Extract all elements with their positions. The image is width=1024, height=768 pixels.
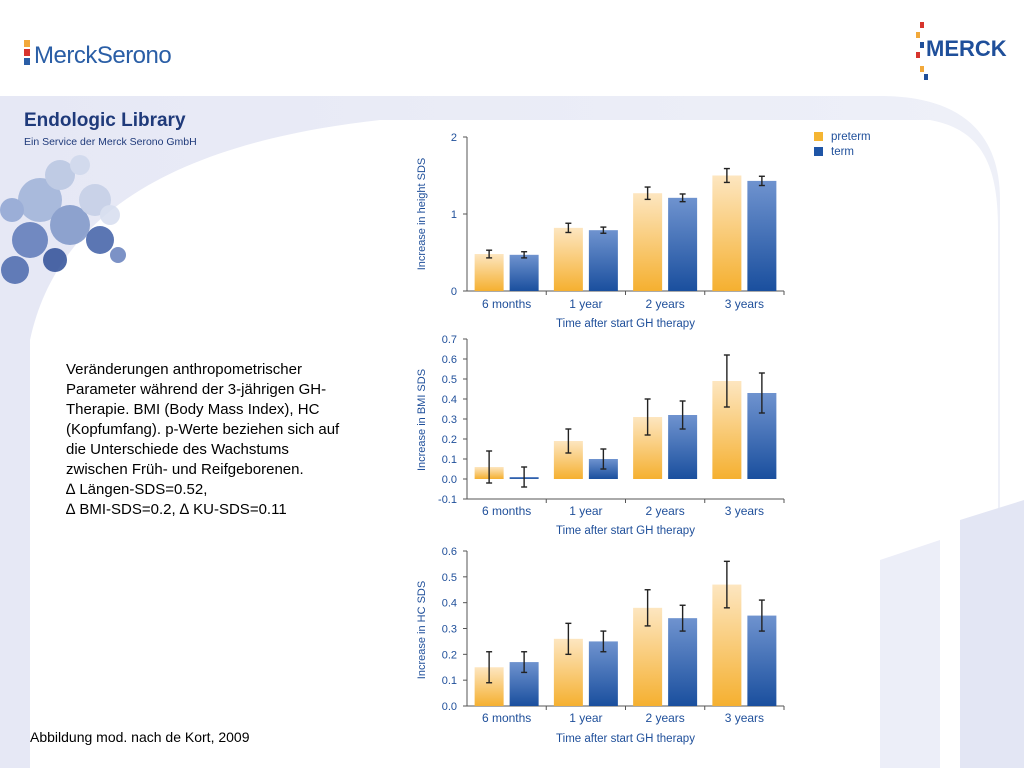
library-subtitle: Ein Service der Merck Serono GmbH [24,136,197,148]
bar-term [668,197,698,291]
y-tick-label: -0.1 [438,494,457,506]
description-line: Veränderungen anthropometrischer [66,361,302,378]
x-tick-label: 1 year [569,297,602,311]
y-tick-label: 0.3 [442,624,457,636]
bar-term [668,618,698,706]
bar-preterm [553,227,583,291]
y-tick-label: 0.5 [442,572,457,584]
legend-swatch-preterm [814,132,823,141]
y-tick-label: 0.0 [442,474,457,486]
x-tick-label: 6 months [482,297,531,311]
legend-label-term: term [831,145,854,158]
library-title: Endologic Library [24,110,186,131]
x-tick-label: 1 year [569,711,602,725]
x-tick-label: 3 years [725,297,764,311]
x-tick-label: 2 years [645,504,684,518]
bar-preterm [633,193,663,291]
legend-item-term: term [814,144,871,159]
description-line: Parameter während der 3-jährigen GH- [66,381,327,398]
chart-legend: preterm term [814,129,871,159]
bar-preterm [712,175,742,291]
y-axis-label: Increase in BMI SDS [416,369,428,471]
y-tick-label: 0.1 [442,454,457,466]
description-line: die Unterschiede des Wachstums [66,441,289,458]
x-axis-label: Time after start GH therapy [556,318,695,330]
bar-preterm [474,254,504,291]
y-tick-label: 0.2 [442,434,457,446]
x-tick-label: 6 months [482,711,531,725]
legend-label-preterm: preterm [831,130,871,143]
legend-swatch-term [814,147,823,156]
legend-item-preterm: preterm [814,129,871,144]
y-axis-label: Increase in height SDS [416,158,428,271]
merck-wordmark: MERCK [926,36,1007,61]
bar-term [588,230,618,291]
y-tick-label: 0.3 [442,414,457,426]
x-tick-label: 6 months [482,504,531,518]
y-tick-label: 1 [451,209,457,221]
merck-serono-mark-icon [24,40,30,72]
description-line: zwischen Früh- und Reifgeborenen. [66,461,304,478]
x-tick-label: 3 years [725,711,764,725]
description-line: ∆ BMI-SDS=0.2, ∆ KU-SDS=0.11 [66,501,287,518]
y-tick-label: 0.4 [442,394,457,406]
y-tick-label: 0.2 [442,649,457,661]
description-text: Veränderungen anthropometrischer Paramet… [66,360,386,520]
description-line: Therapie. BMI (Body Mass Index), HC [66,401,320,418]
bar-term [747,180,777,291]
bar-term [509,254,539,291]
x-tick-label: 3 years [725,504,764,518]
x-tick-label: 2 years [645,711,684,725]
y-tick-label: 0.0 [442,701,457,713]
y-tick-label: 0.5 [442,374,457,386]
merck-cross-icon [916,22,928,80]
description-line: ∆ Längen-SDS=0.52, [66,481,208,498]
y-tick-label: 0.7 [442,334,457,346]
x-tick-label: 1 year [569,504,602,518]
y-tick-label: 0.4 [442,598,457,610]
y-axis-label: Increase in HC SDS [416,581,428,679]
y-tick-label: 0 [451,286,457,298]
y-tick-label: 0.1 [442,675,457,687]
merck-logo: MERCK [916,22,1007,82]
figure-source: Abbildung mod. nach de Kort, 2009 [30,729,250,745]
y-tick-label: 0.6 [442,546,457,558]
description-line: (Kopfumfang). p-Werte beziehen sich auf [66,421,340,438]
merck-serono-logo: MerckSerono [24,36,172,76]
merck-serono-wordmark: MerckSerono [34,42,172,69]
x-axis-label: Time after start GH therapy [556,733,695,745]
x-axis-label: Time after start GH therapy [556,525,695,537]
molecule-illustration [0,155,126,284]
y-tick-label: 0.6 [442,354,457,366]
y-tick-label: 2 [451,132,457,144]
x-tick-label: 2 years [645,297,684,311]
